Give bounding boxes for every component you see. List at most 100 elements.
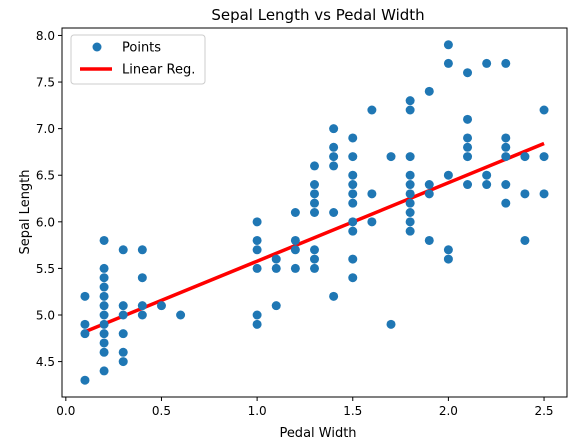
legend-box: [70, 34, 206, 85]
y-tick-label: 7.5: [36, 76, 55, 90]
scatter-point: [463, 142, 473, 152]
scatter-point: [80, 319, 90, 329]
scatter-point: [329, 291, 339, 301]
scatter-point: [539, 189, 549, 199]
scatter-point: [99, 291, 109, 301]
legend-linear-reg-label: Linear Reg.: [122, 63, 195, 78]
scatter-point: [348, 189, 358, 199]
y-tick-label: 4.5: [36, 355, 55, 369]
legend: Points Linear Reg.: [70, 34, 206, 85]
scatter-point: [310, 189, 319, 199]
scatter-point: [137, 310, 147, 320]
scatter-point: [539, 105, 549, 115]
scatter-point: [99, 263, 109, 273]
scatter-point: [310, 263, 319, 273]
x-tick-label: 2.5: [534, 404, 553, 418]
scatter-point: [520, 235, 530, 245]
scatter-point: [443, 170, 453, 180]
scatter-point: [310, 161, 319, 171]
scatter-point: [329, 124, 339, 134]
scatter-point: [99, 338, 109, 348]
scatter-point: [252, 319, 262, 329]
scatter-point: [405, 170, 415, 180]
scatter-point: [443, 245, 453, 255]
scatter-point: [118, 245, 128, 255]
scatter-point: [252, 217, 262, 227]
scatter-point: [290, 208, 300, 217]
scatter-point: [367, 105, 377, 115]
scatter-point: [348, 217, 358, 227]
x-tick-label: 0.0: [56, 404, 75, 418]
scatter-point: [310, 180, 319, 190]
scatter-point: [386, 319, 396, 329]
scatter-point: [405, 198, 415, 208]
scatter-point: [501, 58, 511, 68]
scatter-point: [252, 245, 262, 255]
scatter-point: [271, 263, 281, 273]
scatter-point: [329, 142, 339, 152]
scatter-points-layer: [80, 40, 549, 385]
scatter-point: [501, 133, 511, 143]
scatter-point: [99, 329, 109, 339]
scatter-point: [501, 142, 511, 152]
y-axis-title: Sepal Length: [18, 169, 33, 254]
scatter-point: [176, 310, 186, 320]
scatter-point: [348, 152, 358, 162]
y-tick-label: 7.0: [36, 122, 55, 136]
scatter-point: [463, 180, 473, 190]
legend-points-marker: [92, 42, 102, 52]
scatter-point: [348, 133, 358, 143]
scatter-point: [348, 254, 358, 264]
scatter-point: [463, 114, 473, 124]
scatter-point: [424, 235, 434, 245]
x-tick-label: 0.5: [152, 404, 171, 418]
scatter-point: [99, 235, 109, 245]
scatter-point: [539, 152, 549, 162]
scatter-point: [348, 198, 358, 208]
scatter-point: [99, 347, 109, 357]
scatter-point: [520, 189, 530, 199]
scatter-point: [99, 282, 109, 292]
y-tick-label: 5.5: [36, 262, 55, 276]
scatter-point: [424, 180, 434, 190]
scatter-point: [252, 235, 262, 245]
y-tick-label: 6.5: [36, 169, 55, 183]
scatter-point: [367, 217, 377, 227]
scatter-point: [443, 58, 453, 68]
plot-frame: [61, 27, 568, 398]
scatter-point: [501, 152, 511, 162]
scatter-point: [424, 189, 434, 199]
scatter-point: [463, 68, 473, 78]
scatter-point: [405, 105, 415, 115]
scatter-point: [329, 208, 339, 217]
x-ticks: 0.0 0.5 1.0 1.5 2.0 2.5: [56, 397, 554, 418]
x-tick-label: 1.5: [343, 404, 362, 418]
y-tick-label: 5.0: [36, 309, 55, 323]
scatter-point: [99, 273, 109, 283]
scatter-point: [99, 366, 109, 376]
scatter-point: [405, 189, 415, 199]
scatter-point: [348, 273, 358, 283]
scatter-point: [290, 235, 300, 245]
scatter-point: [290, 263, 300, 273]
scatter-point: [501, 198, 511, 208]
scatter-point: [290, 245, 300, 255]
scatter-point: [501, 180, 511, 190]
scatter-point: [118, 329, 128, 339]
scatter-point: [80, 329, 90, 339]
scatter-point: [137, 245, 147, 255]
scatter-point: [405, 96, 415, 106]
scatter-point: [329, 152, 339, 162]
scatter-point: [118, 357, 128, 367]
x-axis-title: Pedal Width: [279, 426, 356, 441]
x-tick-label: 2.0: [439, 404, 458, 418]
scatter-point: [99, 301, 109, 311]
scatter-point: [271, 254, 281, 264]
scatter-point: [424, 86, 434, 96]
scatter-point: [482, 58, 492, 68]
scatter-point: [118, 301, 128, 311]
scatter-point: [329, 161, 339, 171]
scatter-point: [252, 263, 262, 273]
scatter-point: [137, 273, 147, 283]
scatter-point: [405, 208, 415, 217]
